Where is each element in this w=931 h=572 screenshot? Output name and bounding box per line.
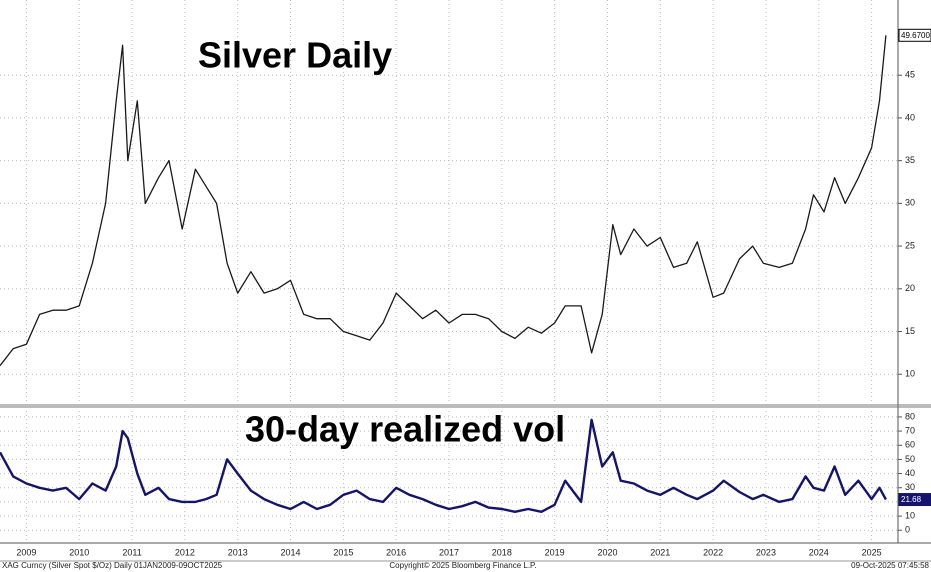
y-tick-label: 30 xyxy=(905,198,915,208)
y-tick-label: 10 xyxy=(905,510,915,520)
footer-right: 09-Oct-2025 07:45:58 xyxy=(851,561,929,570)
y-tick-label: 45 xyxy=(905,70,915,80)
x-tick-label: 2019 xyxy=(545,547,565,557)
x-tick-label: 2025 xyxy=(862,547,882,557)
x-tick-label: 2011 xyxy=(122,547,141,557)
x-tick-label: 2020 xyxy=(597,547,617,557)
last-value-box xyxy=(898,28,931,42)
y-tick-label: 60 xyxy=(905,440,915,450)
x-tick-label: 2010 xyxy=(69,547,89,557)
x-tick-label: 2016 xyxy=(386,547,406,557)
y-tick-label: 40 xyxy=(905,468,915,478)
x-tick-label: 2015 xyxy=(333,547,353,557)
y-tick-label: 70 xyxy=(905,425,915,435)
y-tick-label: 15 xyxy=(905,326,915,336)
x-tick-label: 2013 xyxy=(228,547,248,557)
x-tick-label: 2024 xyxy=(809,547,829,557)
x-tick-label: 2012 xyxy=(175,547,195,557)
series-line xyxy=(0,418,887,513)
x-tick-label: 2021 xyxy=(650,547,670,557)
x-tick-label: 2022 xyxy=(703,547,723,557)
y-tick-label: 25 xyxy=(905,240,915,250)
y-tick-label: 0 xyxy=(905,525,910,535)
x-tick-label: 2017 xyxy=(439,547,459,557)
x-tick-label: 2014 xyxy=(281,547,301,557)
y-tick-label: 50 xyxy=(905,454,915,464)
series-line xyxy=(0,35,887,367)
x-tick-label: 2018 xyxy=(492,547,512,557)
x-tick-label: 2023 xyxy=(756,547,776,557)
x-tick-label: 2009 xyxy=(16,547,36,557)
y-tick-label: 20 xyxy=(905,283,915,293)
chart-title: Silver Daily xyxy=(198,35,392,76)
y-tick-label: 30 xyxy=(905,482,915,492)
y-tick-label: 10 xyxy=(905,369,915,379)
last-value-box xyxy=(898,493,931,507)
y-tick-label: 80 xyxy=(905,411,915,421)
footer-left: XAG Curncy (Silver Spot $/Oz) Daily 01JA… xyxy=(2,561,223,570)
y-tick-label: 35 xyxy=(905,155,915,165)
chart-title: 30-day realized vol xyxy=(245,409,565,450)
footer-center: Copyright© 2025 Bloomberg Finance L.P. xyxy=(389,561,536,570)
last-value-label: 49.6700 xyxy=(901,31,930,40)
y-tick-label: 40 xyxy=(905,112,915,122)
last-value-label: 21.68 xyxy=(901,495,922,504)
